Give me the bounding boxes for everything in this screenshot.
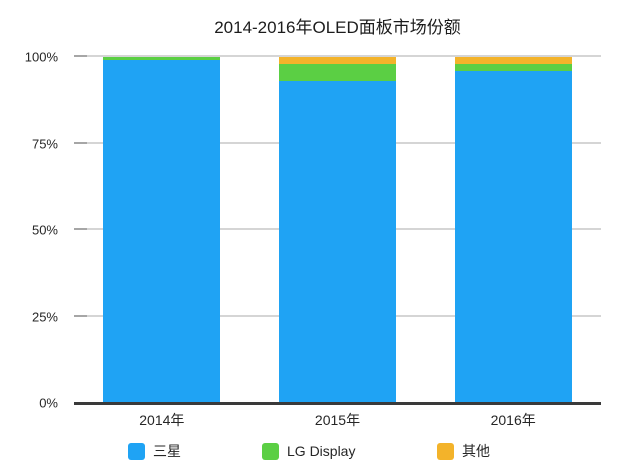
- bar-segment: [279, 57, 396, 64]
- stacked-bar: [279, 57, 396, 403]
- bar-segment: [279, 63, 396, 82]
- legend-label: 其他: [462, 443, 490, 459]
- legend-label: 三星: [153, 443, 181, 459]
- legend-label: LG Display: [287, 443, 356, 459]
- legend-item: 三星: [128, 441, 181, 461]
- y-axis-labels: 0% 25% 50% 75% 100%: [0, 50, 58, 411]
- legend: 三星 LG Display 其他: [0, 441, 630, 463]
- y-tick-label: 25%: [31, 309, 58, 324]
- x-tick-label: 2016年: [490, 412, 536, 428]
- bar-slot: [425, 57, 601, 403]
- plot-area: [74, 55, 601, 405]
- legend-swatch: [262, 442, 279, 460]
- y-tick-mark: [74, 228, 87, 230]
- bar-group: [74, 57, 601, 403]
- bar-segment: [279, 81, 396, 403]
- bar-segment: [454, 63, 572, 71]
- legend-swatch: [128, 442, 145, 460]
- bar-slot: [74, 57, 250, 403]
- bar-segment: [103, 60, 221, 403]
- x-tick-label: 2015年: [314, 412, 361, 428]
- y-tick-mark: [74, 141, 87, 144]
- gridline-100: [74, 55, 601, 57]
- chart-title: 2014-2016年OLED面板市场份额: [214, 18, 461, 37]
- y-tick-mark: [74, 314, 87, 317]
- legend-item: LG Display: [262, 441, 355, 461]
- y-tick-mark: [74, 55, 87, 57]
- bar-segment: [454, 70, 572, 403]
- x-axis-labels: 2014年 2015年 2016年: [74, 408, 601, 432]
- y-tick-label: 75%: [31, 136, 58, 151]
- legend-swatch: [437, 442, 454, 460]
- bar-slot: [250, 57, 426, 403]
- y-tick-label: 100%: [24, 49, 58, 65]
- x-tick-label: 2014年: [139, 412, 185, 428]
- stacked-bar: [454, 57, 572, 403]
- bar-segment: [103, 57, 221, 61]
- legend-item: 其他: [437, 441, 490, 461]
- y-tick-label: 0%: [39, 395, 58, 411]
- y-tick-label: 50%: [31, 222, 58, 238]
- x-axis-line: [74, 402, 601, 405]
- bar-segment: [454, 57, 572, 64]
- stacked-bar: [103, 57, 221, 403]
